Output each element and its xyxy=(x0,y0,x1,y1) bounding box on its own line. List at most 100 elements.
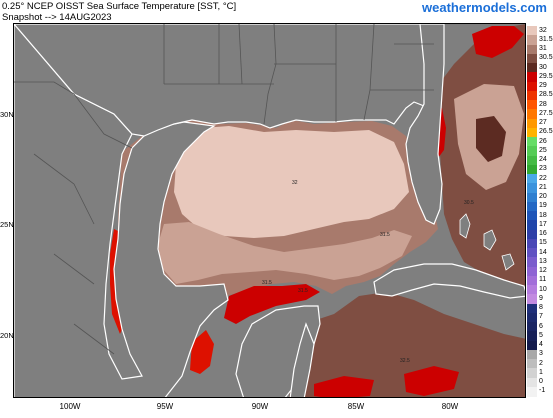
colorbar-label: 16 xyxy=(539,230,547,238)
colorbar-swatch xyxy=(527,238,537,249)
colorbar-swatch xyxy=(527,44,537,55)
colorbar-label: 8 xyxy=(539,304,543,312)
colorbar-label: 26.5 xyxy=(539,128,553,136)
contour-label: 32.5 xyxy=(400,358,410,364)
colorbar-swatch xyxy=(527,220,537,230)
colorbar-label: 9 xyxy=(539,294,543,302)
warm-core-center xyxy=(158,222,412,284)
contour-label: 31.5 xyxy=(380,232,390,238)
colorbar-label: 29.5 xyxy=(539,72,553,80)
colorbar-swatch xyxy=(527,266,537,277)
colorbar-swatch xyxy=(527,164,537,175)
cool-pocket-east xyxy=(476,116,506,162)
contour-label: 30.5 xyxy=(464,200,474,206)
hot-band-northeast xyxy=(472,26,524,58)
colorbar-swatch xyxy=(527,53,537,64)
colorbar-label: 27.5 xyxy=(539,109,553,117)
colorbar-swatch xyxy=(527,294,537,304)
colorbar-swatch xyxy=(527,322,537,332)
colorbar-label: 0 xyxy=(539,378,543,386)
colorbar-label: 26 xyxy=(539,137,547,145)
colorbar-swatch xyxy=(527,174,537,184)
colorbar-swatch xyxy=(527,183,537,193)
colorbar-swatch xyxy=(527,386,537,397)
colorbar-label: 3 xyxy=(539,350,543,358)
colorbar-swatch xyxy=(527,248,537,258)
colorbar-swatch xyxy=(527,211,537,221)
caribbean-water xyxy=(289,292,525,397)
colorbar-label: 27 xyxy=(539,119,547,127)
colorbar-swatch xyxy=(527,155,537,166)
colorbar-swatch xyxy=(527,257,537,267)
colorbar-label: 5 xyxy=(539,331,543,339)
colorbar-swatch xyxy=(527,303,537,314)
colorbar-label: 28 xyxy=(539,100,547,108)
colorbar-label: 25 xyxy=(539,146,547,154)
lon-label-80w: 80W xyxy=(441,402,459,411)
snapshot-date: Snapshot --> 14AUG2023 xyxy=(2,12,112,23)
colorbar-swatch xyxy=(527,368,537,378)
lat-label-30n: 30N xyxy=(0,110,14,119)
hot-band-south xyxy=(314,376,374,397)
colorbar-label: 6 xyxy=(539,322,543,330)
colorbar-label: 11 xyxy=(539,276,547,284)
lat-label-20n: 20N xyxy=(0,331,14,340)
map-title: 0.25° NCEP OISST Sea Surface Temperature… xyxy=(2,1,237,12)
colorbar-swatch xyxy=(527,100,537,110)
bahamas xyxy=(459,213,515,271)
contour-label: 31.5 xyxy=(262,280,272,286)
colorbar-swatch xyxy=(527,26,537,36)
lon-label-90w: 90W xyxy=(251,402,269,411)
colorbar-swatch xyxy=(527,109,537,119)
colorbar-swatch xyxy=(527,90,537,101)
colorbar-label: 22 xyxy=(539,174,547,182)
colorbar-label: 31.5 xyxy=(539,35,553,43)
cuba xyxy=(373,263,525,299)
contour-label: 31.5 xyxy=(298,288,308,294)
colorbar-swatch xyxy=(527,377,537,388)
colorbar-swatch xyxy=(527,229,537,240)
florida-peninsula xyxy=(405,24,445,225)
hot-band-campeche xyxy=(190,330,214,374)
colorbar-label: 31 xyxy=(539,45,547,53)
colorbar-swatch xyxy=(527,63,537,73)
colorbar-label: 10 xyxy=(539,285,547,293)
lon-label-95w: 95W xyxy=(156,402,174,411)
colorbar-label: 13 xyxy=(539,257,547,265)
colorbar-swatch xyxy=(527,81,537,92)
lon-label-100w: 100W xyxy=(59,402,81,411)
hot-band-yucatan xyxy=(224,284,320,324)
colorbar-label: 21 xyxy=(539,183,547,191)
colorbar-label: 15 xyxy=(539,239,547,247)
colorbar-label: 4 xyxy=(539,341,543,349)
colorbar-swatch xyxy=(527,72,537,82)
central-america xyxy=(289,322,315,397)
colorbar-label: 30 xyxy=(539,63,547,71)
colorbar-swatch xyxy=(527,340,537,351)
colorbar-label: 24 xyxy=(539,156,547,164)
colorbar-swatch xyxy=(527,285,537,295)
lat-label-25n: 25N xyxy=(0,220,14,229)
colorbar-label: 20 xyxy=(539,193,547,201)
colorbar-label: 12 xyxy=(539,267,547,275)
sst-map-svg: 32 31.5 31.5 31.5 32.5 30.5 xyxy=(14,24,525,397)
warm-core-north xyxy=(174,126,409,238)
colorbar-label: 18 xyxy=(539,211,547,219)
colorbar-label: 28.5 xyxy=(539,91,553,99)
colorbar-label: 30.5 xyxy=(539,54,553,62)
colorbar-swatch xyxy=(527,35,537,45)
colorbar-label: 7 xyxy=(539,313,543,321)
colorbar-swatch xyxy=(527,201,537,212)
colorbar-swatch xyxy=(527,275,537,286)
brand-logo[interactable]: weathermodels.com xyxy=(422,0,547,15)
political-borders xyxy=(14,24,434,355)
colorbar-label: 2 xyxy=(539,359,543,367)
colorbar-swatch xyxy=(527,127,537,138)
colorbar-label: 17 xyxy=(539,220,547,228)
colorbar-swatch xyxy=(527,349,537,360)
title-block: 0.25° NCEP OISST Sea Surface Temperature… xyxy=(2,1,236,23)
contour-label: 32 xyxy=(292,180,298,186)
colorbar-swatch xyxy=(527,192,537,203)
colorbar-label: -1 xyxy=(539,387,546,395)
lon-label-85w: 85W xyxy=(347,402,365,411)
